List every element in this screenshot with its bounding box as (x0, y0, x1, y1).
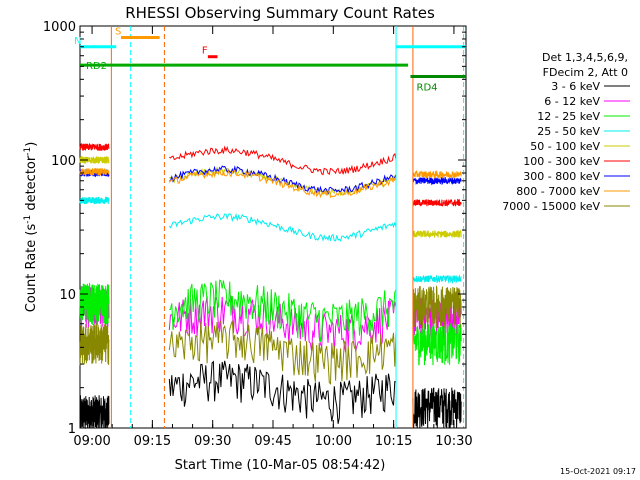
series-2-segment-1 (169, 279, 397, 342)
x-tick-label: 10:00 (315, 434, 352, 449)
series-8-segment-0 (79, 323, 110, 366)
series-2-segment-0 (79, 282, 110, 326)
series-2 (79, 279, 462, 366)
legend-header-line2: FDecim 2, Att 0 (543, 66, 628, 79)
y-tick-label: 100 (51, 154, 76, 169)
legend-entry-label: 6 - 12 keV (544, 95, 600, 108)
series-3-segment-0 (79, 196, 110, 205)
series-layer (79, 142, 462, 430)
series-0-segment-2 (412, 387, 462, 429)
y-axis-label-end: ) (24, 142, 39, 147)
legend-entry-label: 300 - 800 keV (523, 170, 600, 183)
series-8-segment-1 (168, 320, 397, 385)
series-4-segment-0 (79, 155, 110, 164)
series-3-segment-2 (412, 274, 462, 285)
flag-label-5: RD4 (417, 82, 438, 93)
series-7 (79, 167, 462, 199)
series-3 (79, 196, 462, 285)
series-0-segment-0 (79, 395, 110, 430)
y-axis-label-sup: -1 (23, 215, 33, 224)
legend: Det 1,3,4,5,6,9, FDecim 2, Att 0 3 - 6 k… (502, 51, 630, 213)
x-tick-label: 10:30 (435, 434, 472, 449)
series-8-segment-2 (412, 285, 462, 329)
legend-entry-label: 50 - 100 keV (530, 140, 600, 153)
y-axis: 1 10 100 1000 (43, 20, 466, 437)
legend-header-line1: Det 1,3,4,5,6,9, (542, 51, 628, 64)
y-axis-label-sup2: -1 (23, 147, 33, 156)
y-tick-label: 10 (59, 288, 76, 303)
flag-label-4: RD2 (86, 61, 107, 72)
legend-entry-label: 800 - 7000 keV (516, 185, 600, 198)
series-7-segment-0 (79, 168, 110, 177)
y-axis-label-main: Count Rate (s (24, 224, 39, 313)
x-axis: 09:00 09:15 09:30 09:45 10:00 10:15 10:30 (73, 26, 473, 449)
y-axis-label: Count Rate (s-1 detector-1) (23, 142, 39, 313)
x-tick-label: 10:15 (375, 434, 412, 449)
legend-entry-label: 3 - 6 keV (551, 80, 600, 93)
series-0 (79, 360, 462, 430)
series-5-segment-2 (412, 198, 462, 207)
flag-label-0: S (115, 27, 121, 38)
series-8 (79, 285, 462, 385)
footer-date: 15-Oct-2021 09:17 (560, 467, 636, 476)
series-3-segment-1 (168, 212, 397, 242)
legend-entry-label: 12 - 25 keV (537, 110, 600, 123)
series-4-segment-2 (412, 229, 462, 239)
series-6-segment-1 (169, 165, 397, 195)
legend-entry-label: 100 - 300 keV (523, 155, 600, 168)
series-5-segment-0 (79, 142, 110, 152)
series-7-segment-2 (412, 170, 462, 180)
flag-label-1: N (74, 36, 81, 47)
flags-layer: S N F RD2 RD4 (74, 26, 466, 428)
legend-entry-label: 7000 - 15000 keV (502, 200, 600, 213)
series-2-segment-2 (412, 323, 462, 366)
x-tick-label: 09:15 (134, 434, 171, 449)
y-axis-label-mid: detector (24, 155, 39, 215)
flag-label-3: F (202, 46, 208, 57)
series-7-segment-1 (168, 167, 397, 199)
y-tick-label: 1000 (43, 20, 76, 35)
series-0-segment-1 (168, 360, 397, 424)
x-tick-label: 09:30 (194, 434, 231, 449)
x-tick-label: 09:00 (73, 434, 110, 449)
series-5 (79, 142, 462, 207)
series-6-segment-2 (412, 176, 462, 186)
legend-entry-label: 25 - 50 keV (537, 125, 600, 138)
y-tick-label: 1 (68, 422, 76, 437)
series-5-segment-1 (168, 145, 397, 176)
chart-title: RHESSI Observing Summary Count Rates (125, 4, 435, 22)
series-4 (79, 155, 462, 239)
x-tick-label: 09:45 (254, 434, 291, 449)
plot-frame (79, 25, 467, 429)
x-axis-label: Start Time (10-Mar-05 08:54:42) (175, 458, 386, 473)
